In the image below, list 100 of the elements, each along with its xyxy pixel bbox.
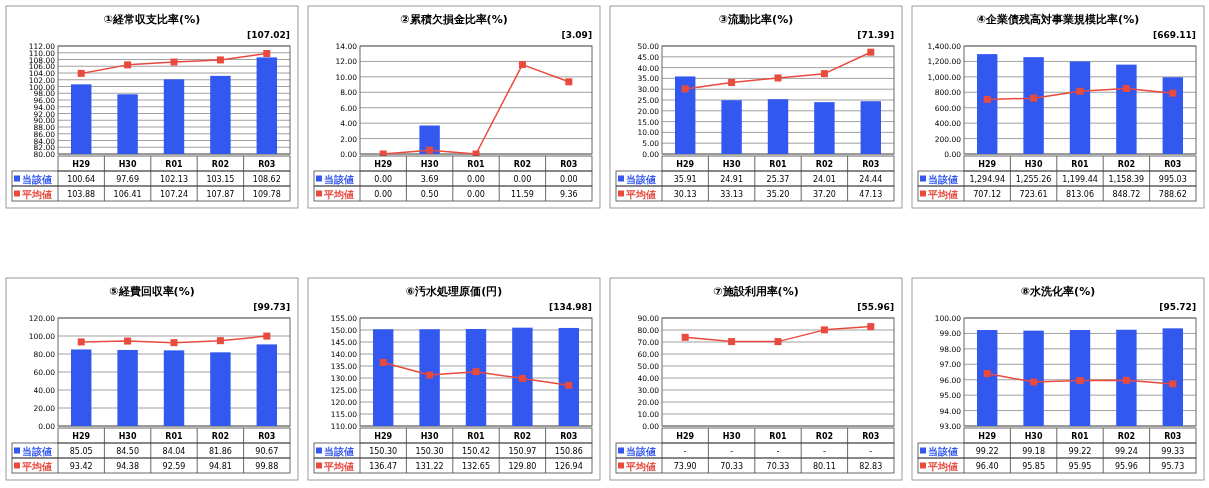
bar — [70, 349, 92, 426]
data-label: 107.87 — [206, 190, 235, 199]
x-tick-label: R02 — [1117, 432, 1136, 441]
legend-label: 平均値 — [927, 460, 958, 472]
data-label: 129.80 — [508, 462, 537, 471]
point — [216, 337, 224, 345]
chart-title: ⑦施設利用率(%) — [713, 285, 799, 298]
point — [1076, 87, 1084, 95]
x-tick-label: H29 — [72, 432, 91, 441]
x-tick-label: R01 — [1071, 432, 1090, 441]
data-label: 30.13 — [673, 190, 697, 199]
bar — [814, 102, 835, 154]
text: - — [730, 447, 734, 456]
data-label: 80.11 — [812, 462, 836, 471]
point — [379, 358, 387, 366]
data-label: 848.72 — [1112, 190, 1141, 199]
text: - — [822, 447, 826, 456]
data-label: 99.24 — [1114, 447, 1138, 456]
x-tick-label: R03 — [862, 432, 880, 441]
data-label: 0.00 — [467, 175, 485, 184]
bar — [1069, 61, 1091, 154]
point — [77, 69, 85, 77]
point — [77, 338, 85, 346]
point — [983, 370, 991, 378]
point — [216, 56, 224, 64]
data-label: 102.13 — [160, 175, 188, 184]
data-label: 0.00 — [374, 190, 393, 199]
data-label: 1,158.39 — [1108, 175, 1145, 184]
data-label: 723.61 — [1019, 190, 1048, 199]
point — [728, 78, 736, 86]
point — [820, 326, 828, 334]
x-tick-label: H30 — [118, 432, 137, 441]
data-label: 70.33 — [720, 462, 744, 471]
x-tick-label: R03 — [1164, 432, 1182, 441]
x-tick-label: R02 — [513, 160, 532, 169]
point — [820, 70, 828, 78]
data-label: 24.44 — [859, 175, 883, 184]
bar — [117, 349, 138, 426]
data-label: 3.69 — [420, 175, 439, 184]
text: - — [776, 447, 780, 456]
data-label: 0.00 — [374, 175, 393, 184]
data-label: 103.15 — [206, 175, 235, 184]
point — [565, 78, 573, 86]
text: [95.72] — [1159, 302, 1196, 312]
text: [107.02] — [247, 30, 290, 40]
data-label: 150.30 — [369, 447, 398, 456]
data-label: 47.13 — [859, 190, 883, 199]
chart-title: ①経常収支比率(%) — [103, 13, 201, 26]
text: - — [683, 447, 687, 456]
data-label: 0.00 — [559, 175, 578, 184]
x-tick-label: R03 — [258, 432, 276, 441]
bar — [767, 99, 789, 154]
data-label: 95.85 — [1022, 462, 1046, 471]
data-label: 108.62 — [252, 175, 281, 184]
point — [867, 48, 875, 56]
legend-label: 当該値 — [626, 173, 656, 185]
data-label: 70.33 — [766, 462, 790, 471]
x-tick-label: R03 — [258, 160, 276, 169]
x-tick-label: H30 — [1024, 160, 1043, 169]
legend-label: 当該値 — [626, 445, 656, 457]
data-label: 150.30 — [415, 447, 444, 456]
data-label: 73.90 — [673, 462, 697, 471]
x-tick-label: R03 — [1164, 160, 1182, 169]
point — [170, 339, 178, 347]
point — [565, 381, 573, 389]
text: [669.11] — [1153, 30, 1196, 40]
x-tick-label: R03 — [560, 160, 578, 169]
point — [124, 61, 132, 69]
bar — [1162, 77, 1184, 154]
chart-title: ⑤経費回収率(%) — [109, 285, 195, 298]
x-tick-label: R01 — [769, 160, 788, 169]
data-label: 132.65 — [462, 462, 490, 471]
legend-label: 平均値 — [323, 188, 354, 200]
x-tick-label: R01 — [165, 160, 184, 169]
legend-label: 当該値 — [928, 173, 958, 185]
legend-label: 当該値 — [22, 445, 52, 457]
point — [170, 58, 178, 66]
data-label: 788.62 — [1158, 190, 1187, 199]
legend-label: 当該値 — [22, 173, 52, 185]
legend-label: 平均値 — [21, 460, 52, 472]
point — [1122, 376, 1130, 384]
data-label: 995.03 — [1158, 175, 1187, 184]
x-tick-label: H30 — [420, 432, 439, 441]
legend-label: 当該値 — [324, 173, 354, 185]
chart-title: ⑥汚水処理原価(円) — [405, 285, 503, 298]
data-label: 99.88 — [255, 462, 279, 471]
x-tick-label: H30 — [420, 160, 439, 169]
x-tick-label: H30 — [1024, 432, 1043, 441]
point — [1030, 378, 1038, 386]
text: - — [869, 447, 873, 456]
data-label: 99.22 — [1068, 447, 1092, 456]
data-label: 84.04 — [162, 447, 186, 456]
point — [263, 332, 271, 340]
legend-label: 平均値 — [625, 188, 656, 200]
x-tick-label: H29 — [676, 160, 695, 169]
data-label: 103.88 — [67, 190, 96, 199]
bar — [1023, 57, 1044, 154]
x-tick-label: R01 — [165, 432, 184, 441]
point — [1169, 89, 1177, 97]
data-label: 1,294.94 — [969, 175, 1006, 184]
